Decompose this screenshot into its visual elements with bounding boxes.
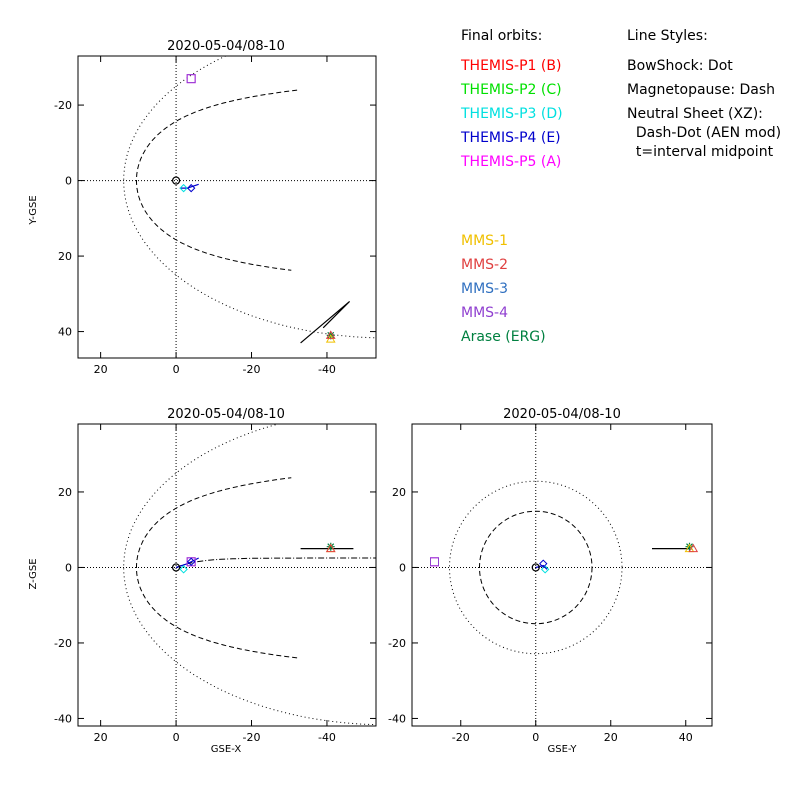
- y-tick-label: 20: [392, 486, 406, 499]
- xz-orbit-panel: 2020-05-04/08-10 Z-GSE GSE-X 20 0 -20 -40 -4…: [28, 407, 377, 755]
- magnetopause-curve: [136, 477, 298, 659]
- legend-themis-p1: THEMIS-P1 (B): [460, 58, 561, 74]
- y-tick-label: -40: [54, 712, 72, 725]
- legend-arase: Arase (ERG): [461, 329, 546, 345]
- x-tick-label: 40: [679, 731, 693, 744]
- spacecraft-marker: [539, 559, 548, 568]
- legend-themis-p5: THEMIS-P5 (A): [460, 154, 561, 170]
- bow-shock-curve: [123, 424, 376, 726]
- y-tick-label: -20: [388, 637, 406, 650]
- y-tick-label: 20: [58, 486, 72, 499]
- spacecraft-marker: [179, 183, 188, 193]
- spacecraft-marker: [186, 557, 196, 566]
- y-axis-label-xz: Z-GSE: [28, 558, 39, 589]
- yz-orbit-panel: 2020-05-04/08-10 GSE-Y -20 0 20 40 -40 -20 0 20: [388, 407, 713, 755]
- panel-title-xy: 2020-05-04/08-10: [167, 39, 285, 54]
- y-tick-label: 0: [65, 561, 72, 574]
- legend-themis-p4: THEMIS-P4 (E): [460, 130, 561, 146]
- spacecraft-marker: [430, 557, 439, 567]
- spacecraft-marker: [430, 557, 439, 567]
- orbit-track: [300, 300, 351, 344]
- x-tick-label: 0: [173, 363, 180, 376]
- spacecraft-marker: [531, 563, 540, 572]
- spacecraft-marker: [326, 542, 335, 551]
- spacecraft-marker: [186, 183, 196, 193]
- bow-shock-curve: [449, 480, 623, 655]
- x-tick-label: 0: [173, 731, 180, 744]
- legend-mms-3: MMS-3: [461, 281, 508, 297]
- magnetopause-curve: [479, 510, 593, 625]
- panel-title-yz: 2020-05-04/08-10: [503, 407, 621, 422]
- legend-style-interval: t=interval midpoint: [627, 144, 774, 160]
- y-tick-label: -40: [388, 712, 406, 725]
- x-tick-label: 20: [94, 363, 108, 376]
- legend-style-neutral-sheet: Neutral Sheet (XZ):: [627, 106, 763, 122]
- plot-frame: [77, 55, 377, 359]
- plot-frame: [77, 423, 377, 727]
- y-tick-label: -20: [54, 637, 72, 650]
- orbit-track: [535, 564, 548, 570]
- x-tick-label: 20: [94, 731, 108, 744]
- legend-style-bowshock: BowShock: Dot: [627, 58, 733, 74]
- spacecraft-marker: [325, 543, 336, 553]
- legend-style-dash-dot: Dash-Dot (AEN mod): [627, 125, 781, 141]
- spacecraft-marker: [325, 330, 336, 339]
- y-axis-label-xy: Y-GSE: [28, 195, 39, 225]
- x-tick-label: 20: [604, 731, 618, 744]
- spacecraft-marker: [186, 74, 196, 84]
- plot-area: [78, 56, 376, 358]
- x-tick-label: -40: [318, 731, 336, 744]
- spacecraft-marker: [179, 565, 188, 574]
- x-tick-label: -40: [318, 363, 336, 376]
- legend-style-magnetopause: Magnetopause: Dash: [627, 82, 775, 98]
- legend-mms-1: MMS-1: [461, 233, 508, 249]
- neutral-sheet-curve: [175, 557, 376, 568]
- bow-shock-curve: [123, 56, 376, 339]
- magnetopause-curve: [136, 89, 298, 271]
- spacecraft-marker: [688, 543, 699, 553]
- y-tick-label: 0: [65, 175, 72, 188]
- legend-orbits-title: Final orbits:: [461, 28, 542, 44]
- y-tick-label: 0: [399, 561, 406, 574]
- y-tick-label: -20: [54, 99, 72, 112]
- x-axis-label-yz: GSE-Y: [548, 744, 578, 755]
- legend: Final orbits: THEMIS-P1 (B) THEMIS-P2 (C…: [460, 28, 781, 345]
- x-tick-label: -20: [243, 731, 261, 744]
- legend-mms-2: MMS-2: [461, 257, 508, 273]
- x-tick-label: 0: [532, 731, 539, 744]
- plot-area: [412, 424, 712, 726]
- panel-title-xz: 2020-05-04/08-10: [167, 407, 285, 422]
- spacecraft-marker: [540, 565, 550, 574]
- spacecraft-marker: [685, 542, 694, 551]
- spacecraft-marker: [171, 176, 181, 185]
- plot-frame: [411, 423, 713, 727]
- xy-orbit-panel: 2020-05-04/08-10 Y-GSE 20 0 -20 -40 -20 0 20 40: [28, 39, 377, 376]
- x-tick-label: -20: [452, 731, 470, 744]
- legend-themis-p3: THEMIS-P3 (D): [460, 106, 563, 122]
- spacecraft-marker: [186, 74, 196, 84]
- legend-styles-title: Line Styles:: [627, 28, 708, 44]
- x-tick-label: -20: [243, 363, 261, 376]
- plot-area: [78, 424, 376, 726]
- x-axis-label-xz: GSE-X: [211, 744, 242, 755]
- legend-themis-p2: THEMIS-P2 (C): [460, 82, 562, 98]
- y-tick-label: 40: [58, 326, 72, 339]
- y-tick-label: 20: [58, 250, 72, 263]
- legend-mms-4: MMS-4: [461, 305, 508, 321]
- spacecraft-marker: [171, 563, 181, 572]
